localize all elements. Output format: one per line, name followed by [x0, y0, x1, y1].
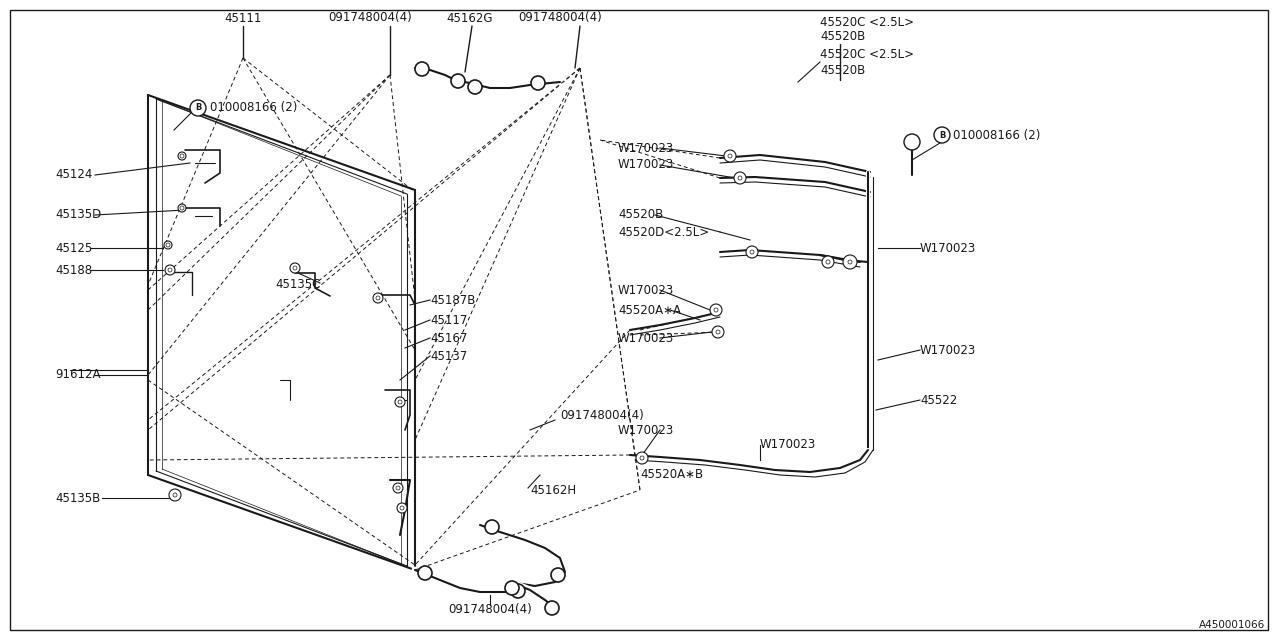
Circle shape [376, 296, 380, 300]
Circle shape [728, 154, 732, 158]
Text: 45162G: 45162G [447, 12, 493, 24]
Circle shape [733, 172, 746, 184]
Circle shape [934, 127, 950, 143]
Circle shape [173, 493, 177, 497]
Circle shape [750, 250, 754, 254]
Circle shape [180, 154, 184, 158]
Text: W170023: W170023 [920, 344, 977, 356]
Circle shape [844, 255, 858, 269]
Text: W170023: W170023 [920, 241, 977, 255]
Text: 45162H: 45162H [530, 483, 576, 497]
Circle shape [396, 397, 404, 407]
Circle shape [724, 150, 736, 162]
Circle shape [393, 483, 403, 493]
Text: 091748004(4): 091748004(4) [561, 408, 644, 422]
Text: 45117: 45117 [430, 314, 467, 326]
Circle shape [550, 568, 564, 582]
Text: 45125: 45125 [55, 241, 92, 255]
Circle shape [640, 456, 644, 460]
Circle shape [531, 76, 545, 90]
Circle shape [180, 206, 184, 210]
Text: 45520D<2.5L>: 45520D<2.5L> [618, 225, 709, 239]
Text: 45111: 45111 [224, 12, 261, 24]
Text: W170023: W170023 [618, 332, 675, 344]
Circle shape [451, 74, 465, 88]
Circle shape [164, 241, 172, 249]
Circle shape [415, 62, 429, 76]
Text: 45188: 45188 [55, 264, 92, 276]
Text: W170023: W170023 [618, 284, 675, 296]
Text: W170023: W170023 [760, 438, 817, 451]
Circle shape [372, 293, 383, 303]
Text: W170023: W170023 [618, 424, 675, 436]
Circle shape [396, 486, 399, 490]
Circle shape [419, 566, 433, 580]
Text: 91612A: 91612A [55, 369, 101, 381]
Circle shape [716, 330, 719, 334]
Circle shape [178, 152, 186, 160]
Circle shape [168, 268, 172, 272]
Circle shape [904, 134, 920, 150]
Circle shape [511, 584, 525, 598]
Text: 010008166 (2): 010008166 (2) [210, 102, 297, 115]
Circle shape [293, 266, 297, 270]
Text: W170023: W170023 [618, 141, 675, 154]
Circle shape [712, 326, 724, 338]
Text: 45135D: 45135D [55, 209, 101, 221]
Circle shape [739, 176, 742, 180]
Text: 45520A∗A: 45520A∗A [618, 303, 681, 317]
Circle shape [398, 400, 402, 404]
Circle shape [468, 80, 483, 94]
Text: W170023: W170023 [618, 159, 675, 172]
Text: B: B [195, 104, 201, 113]
Circle shape [545, 601, 559, 615]
Text: 45124: 45124 [55, 168, 92, 182]
Circle shape [165, 265, 175, 275]
Circle shape [485, 520, 499, 534]
Text: 45135B: 45135B [55, 492, 100, 504]
Circle shape [506, 581, 518, 595]
Text: 45167: 45167 [430, 332, 467, 344]
Text: 45135C: 45135C [275, 278, 320, 291]
Text: 010008166 (2): 010008166 (2) [954, 129, 1041, 141]
Circle shape [710, 304, 722, 316]
Circle shape [714, 308, 718, 312]
Text: 45520B: 45520B [820, 29, 865, 42]
Text: 091748004(4): 091748004(4) [328, 12, 412, 24]
Text: 45520C <2.5L>: 45520C <2.5L> [820, 49, 914, 61]
Circle shape [822, 256, 835, 268]
Circle shape [291, 263, 300, 273]
Text: 45137: 45137 [430, 349, 467, 362]
Text: 091748004(4): 091748004(4) [448, 604, 532, 616]
Circle shape [397, 503, 407, 513]
Circle shape [166, 243, 170, 247]
Text: 45522: 45522 [920, 394, 957, 406]
Text: A450001066: A450001066 [1199, 620, 1265, 630]
Circle shape [178, 204, 186, 212]
Text: B: B [938, 131, 945, 140]
Circle shape [189, 100, 206, 116]
Text: 45187B: 45187B [430, 294, 475, 307]
Text: 45520B: 45520B [820, 63, 865, 77]
Circle shape [849, 260, 852, 264]
Circle shape [746, 246, 758, 258]
Text: 45520C <2.5L>: 45520C <2.5L> [820, 15, 914, 29]
Text: 45520B: 45520B [618, 209, 663, 221]
Text: 091748004(4): 091748004(4) [518, 12, 602, 24]
Circle shape [636, 452, 648, 464]
Text: 45520A∗B: 45520A∗B [640, 468, 703, 481]
Circle shape [826, 260, 829, 264]
Circle shape [399, 506, 404, 510]
Circle shape [169, 489, 180, 501]
